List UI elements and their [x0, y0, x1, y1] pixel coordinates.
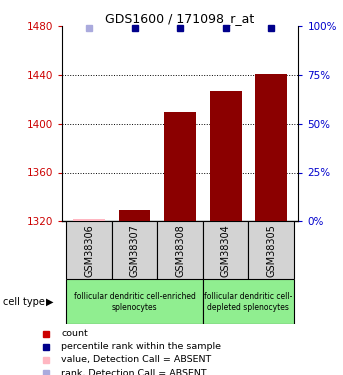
Bar	[248, 221, 294, 279]
Bar	[112, 221, 157, 279]
Text: value, Detection Call = ABSENT: value, Detection Call = ABSENT	[61, 356, 212, 364]
Bar	[66, 279, 203, 324]
Text: follicular dendritic cell-enriched
splenocytes: follicular dendritic cell-enriched splen…	[74, 292, 196, 312]
Bar	[203, 279, 294, 324]
Text: GSM38308: GSM38308	[175, 224, 185, 277]
Bar	[203, 221, 248, 279]
Bar	[119, 210, 151, 221]
Text: percentile rank within the sample: percentile rank within the sample	[61, 342, 222, 351]
Bar	[255, 74, 287, 221]
Bar	[66, 221, 112, 279]
Title: GDS1600 / 171098_r_at: GDS1600 / 171098_r_at	[105, 12, 255, 25]
Text: ▶: ▶	[46, 297, 54, 307]
Text: GSM38306: GSM38306	[84, 224, 94, 277]
Bar	[73, 219, 105, 221]
Bar	[164, 112, 196, 221]
Text: GSM38307: GSM38307	[130, 224, 140, 277]
Text: GSM38305: GSM38305	[266, 224, 276, 277]
Text: count: count	[61, 329, 88, 338]
Text: rank, Detection Call = ABSENT: rank, Detection Call = ABSENT	[61, 369, 207, 375]
Text: follicular dendritic cell-
depleted splenocytes: follicular dendritic cell- depleted sple…	[204, 292, 293, 312]
Text: cell type: cell type	[3, 297, 45, 307]
Bar	[210, 91, 241, 221]
Text: GSM38304: GSM38304	[221, 224, 230, 277]
Bar	[157, 221, 203, 279]
